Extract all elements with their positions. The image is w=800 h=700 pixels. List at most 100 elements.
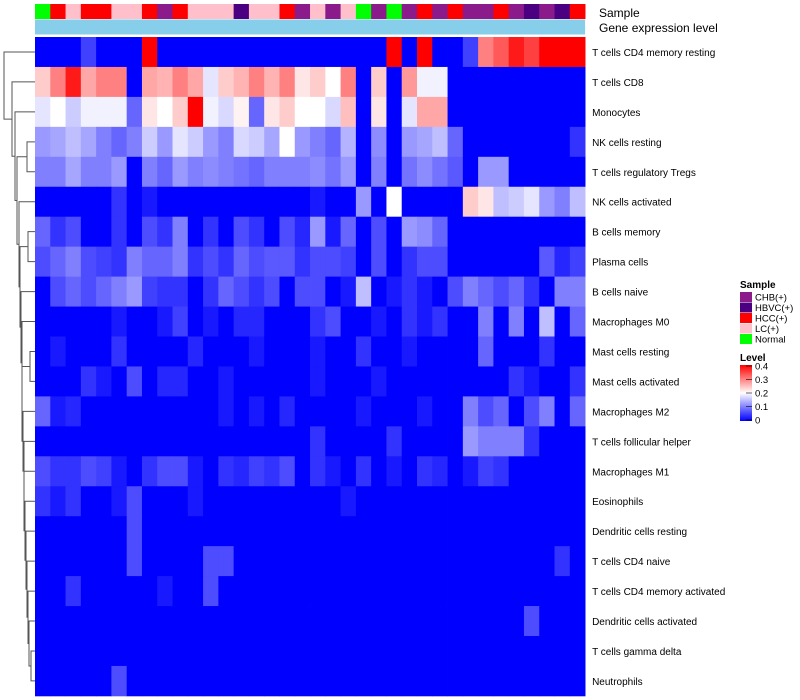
heatmap-cell (187, 96, 204, 128)
heatmap-cell (432, 546, 448, 577)
heatmap-cell (294, 156, 311, 188)
heatmap-cell (157, 156, 173, 188)
heatmap-cell (508, 66, 525, 98)
heatmap-cell (417, 37, 433, 68)
heatmap-cell (340, 66, 357, 98)
heatmap-cell (248, 306, 265, 337)
heatmap-cell (172, 546, 189, 577)
heatmap-cell (310, 456, 326, 487)
row-labels: T cells CD4 memory resting T cells CD8 Mon… (592, 48, 725, 688)
heatmap-cell (508, 37, 525, 68)
heatmap-cell (141, 606, 158, 637)
heatmap-cell (539, 606, 555, 637)
heatmap-cell (279, 366, 296, 397)
heatmap-cell (371, 426, 387, 457)
heatmap-cell (203, 96, 219, 128)
heatmap-cell (478, 126, 494, 158)
heatmap-cell (203, 336, 219, 367)
heatmap-cell (340, 665, 357, 697)
heatmap-cell (462, 186, 479, 218)
heatmap-cell (539, 306, 555, 337)
heatmap-cell (310, 516, 326, 547)
heatmap-cell (96, 486, 112, 517)
heatmap-cell (523, 366, 540, 397)
heatmap-cell (96, 396, 112, 427)
sample-legend-swatch (740, 292, 752, 302)
heatmap-cell (493, 246, 510, 277)
heatmap-cell (218, 546, 235, 577)
heatmap-cell (172, 96, 189, 128)
heatmap-cell (187, 486, 204, 517)
heatmap-cell (65, 486, 82, 517)
sample-annotation-cell (462, 4, 479, 19)
heatmap-cell (371, 216, 387, 248)
heatmap-cell (478, 246, 494, 277)
heatmap-cell (340, 216, 357, 248)
heatmap-cell (417, 426, 433, 457)
heatmap-cell (65, 96, 82, 128)
heatmap-cell (218, 246, 235, 277)
heatmap-cell (478, 37, 494, 68)
heatmap-cell (96, 66, 112, 98)
heatmap-cell (294, 37, 311, 68)
heatmap-cell (50, 546, 66, 577)
heatmap-cell (65, 216, 82, 248)
heatmap-cell (233, 636, 250, 667)
heatmap-cell (432, 516, 448, 547)
heatmap-cell (462, 336, 479, 367)
heatmap-cell (65, 366, 82, 397)
heatmap-cell (187, 336, 204, 367)
heatmap-cell (310, 306, 326, 337)
heatmap-cell (417, 156, 433, 188)
heatmap-cell (203, 486, 219, 517)
heatmap-cell (96, 546, 112, 577)
heatmap-cell (523, 606, 540, 637)
heatmap-cell (96, 96, 112, 128)
heatmap-cell (447, 186, 464, 218)
row-label: NK cells resting (592, 138, 661, 149)
sample-annotation-cell (310, 4, 326, 19)
heatmap-cell (340, 516, 357, 547)
heatmap-cell (401, 216, 418, 248)
heatmap-cell (141, 156, 158, 188)
heatmap-cell (554, 96, 571, 128)
heatmap-cell (493, 516, 510, 547)
heatmap-cell (539, 426, 555, 457)
heatmap-cell (554, 216, 571, 248)
sample-annotation-cell (35, 4, 51, 19)
heatmap-cell (447, 486, 464, 517)
heatmap-cell (111, 516, 128, 547)
heatmap-cell (401, 246, 418, 277)
heatmap-cell (172, 216, 189, 248)
heatmap-cell (447, 576, 464, 607)
heatmap-cell (417, 636, 433, 667)
heatmap-cell (569, 516, 586, 547)
heatmap-cell (462, 516, 479, 547)
row-label: T cells CD4 naive (592, 557, 671, 568)
heatmap-cell (111, 486, 128, 517)
heatmap-cell (539, 486, 555, 517)
heatmap-cell (157, 186, 173, 218)
heatmap-cell (96, 126, 112, 158)
heatmap-cell (294, 246, 311, 277)
heatmap-cell (35, 456, 51, 487)
heatmap-cell (172, 37, 189, 68)
heatmap-cell (264, 66, 280, 98)
heatmap-cell (50, 336, 66, 367)
heatmap-cell (80, 336, 97, 367)
heatmap-cell (569, 186, 586, 218)
heatmap-cell (310, 66, 326, 98)
heatmap-cell (310, 96, 326, 128)
heatmap-cell (80, 486, 97, 517)
sample-legend-title: Sample (740, 280, 776, 291)
heatmap-cell (539, 366, 555, 397)
heatmap-cell (447, 216, 464, 248)
heatmap-cell (157, 396, 173, 427)
heatmap-cell (478, 546, 494, 577)
heatmap-cell (325, 96, 341, 128)
heatmap-cell (478, 665, 494, 697)
level-legend-title: Level (740, 353, 766, 364)
heatmap-cell (65, 396, 82, 427)
sample-annotation-cell (493, 4, 510, 19)
